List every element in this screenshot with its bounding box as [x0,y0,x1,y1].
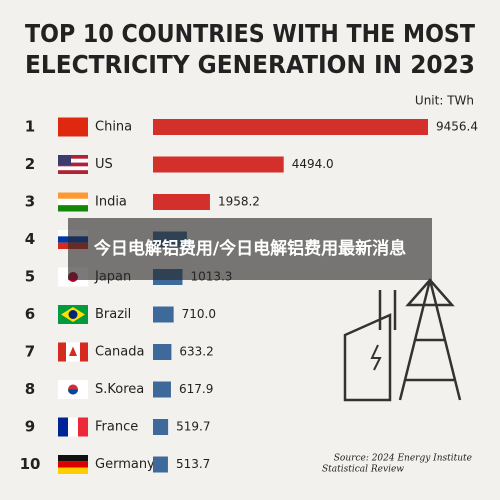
flag [58,342,66,362]
flag [58,198,88,206]
rank-label: 3 [25,193,35,211]
rank-label: 2 [25,155,35,173]
bar [153,194,210,210]
flag [68,417,78,437]
chart-title: TOP 10 COUNTRIES WITH THE MOST [25,19,475,48]
rank-label: 10 [20,455,41,473]
flag [78,417,88,437]
flag [58,461,88,468]
flag [58,166,88,171]
flag [58,162,88,167]
bar [153,156,284,173]
flag [68,310,78,319]
flag [69,346,77,356]
value-label: 513.7 [176,457,210,471]
category-label: Canada [95,345,144,360]
flag [58,417,68,437]
source: Statistical Review [322,465,404,475]
rank-label: 6 [25,305,35,323]
value-label: 4494.0 [292,157,334,171]
value-label: 9456.4 [436,120,478,134]
value-label: 617.9 [179,382,213,396]
category-label: France [95,420,138,435]
flag [68,389,78,395]
value-label: 519.7 [176,420,210,434]
value-label: 710.0 [182,307,216,321]
bar [153,456,168,473]
flag [58,467,88,474]
bar [153,344,172,360]
flag [58,455,88,462]
rank-label: 8 [25,380,35,398]
category-label: India [95,195,127,210]
chart-title: ELECTRICITY GENERATION IN 2023 [25,50,475,79]
rank-label: 4 [25,230,35,248]
rank-label: 5 [25,268,35,286]
rank-label: 7 [25,343,35,361]
category-label: Brazil [95,307,131,322]
value-label: 1958.2 [218,195,260,209]
rank-label: 1 [25,118,35,136]
bar [153,381,171,398]
category-label: Germany [95,457,155,472]
value-label: 633.2 [179,345,213,359]
flag [58,155,71,165]
flag [80,342,88,362]
category-label: US [95,157,113,172]
category-label: China [95,120,132,135]
flag [58,155,88,159]
category-label: S.Korea [95,382,144,397]
flag [58,117,88,137]
unit-label: Unit: TWh [415,94,474,108]
flag [58,158,88,163]
flag [58,205,88,212]
power-plant-icon [343,278,462,402]
flag [58,192,88,199]
bar [153,419,169,435]
flag [58,170,88,174]
bar [153,119,428,135]
source: Source: 2024 Energy Institute [334,454,472,464]
overlay-banner: 今日电解铝费用/今日电解铝费用最新消息 [68,218,432,280]
rank-label: 9 [25,418,35,436]
bar [153,306,174,323]
